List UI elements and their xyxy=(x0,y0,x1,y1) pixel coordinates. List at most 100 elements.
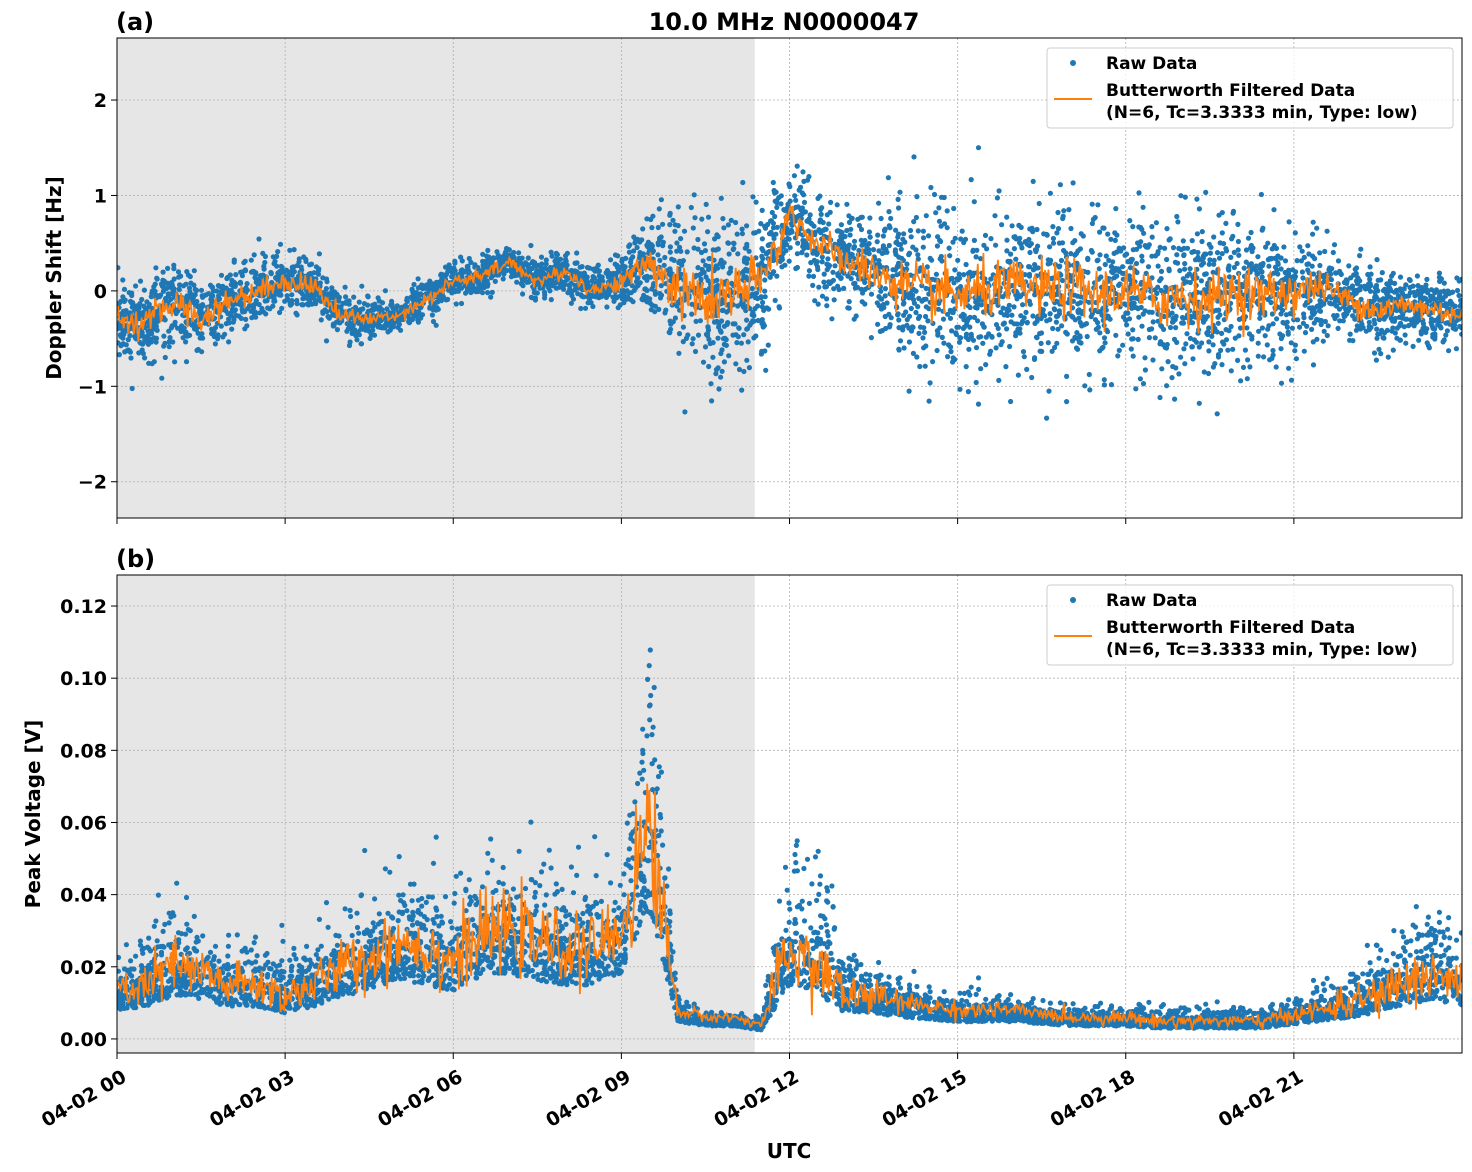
raw-data-point xyxy=(1141,230,1147,236)
raw-data-point xyxy=(172,319,178,325)
raw-data-point xyxy=(169,291,175,297)
raw-data-point xyxy=(161,286,167,292)
raw-data-point xyxy=(1034,226,1040,233)
raw-data-point xyxy=(1381,315,1387,321)
raw-data-point xyxy=(1131,300,1137,306)
raw-data-point xyxy=(313,264,319,270)
raw-data-point xyxy=(488,294,494,300)
raw-data-point xyxy=(993,322,1000,328)
raw-data-point xyxy=(948,349,954,355)
raw-data-point xyxy=(198,287,205,293)
raw-data-point xyxy=(1082,383,1088,389)
raw-data-point xyxy=(631,287,637,294)
raw-data-point xyxy=(879,250,885,256)
raw-data-point xyxy=(271,295,277,302)
raw-data-point xyxy=(761,323,768,329)
raw-data-point xyxy=(718,257,724,263)
raw-data-point xyxy=(1166,266,1172,272)
raw-data-point xyxy=(1050,235,1056,242)
raw-data-point xyxy=(868,335,875,341)
raw-data-point xyxy=(180,335,186,341)
raw-data-point xyxy=(736,366,743,373)
raw-data-point xyxy=(627,242,633,248)
raw-data-point xyxy=(1003,364,1009,370)
raw-data-point xyxy=(277,268,283,275)
raw-data-point xyxy=(670,217,676,223)
raw-data-point xyxy=(1335,258,1342,264)
raw-data-point xyxy=(1216,255,1223,261)
raw-data-point xyxy=(1380,335,1386,341)
raw-data-point xyxy=(212,325,219,331)
raw-data-point xyxy=(927,255,933,261)
raw-data-point xyxy=(1310,271,1317,277)
raw-data-point xyxy=(1211,234,1217,240)
raw-data-point xyxy=(744,241,750,247)
raw-data-point xyxy=(725,222,732,228)
raw-data-point xyxy=(823,284,830,290)
raw-data-point xyxy=(1017,330,1023,336)
raw-data-point xyxy=(888,215,894,222)
raw-data-point xyxy=(1059,240,1066,246)
raw-data-point xyxy=(1374,335,1380,341)
raw-data-point xyxy=(449,266,455,272)
raw-data-point xyxy=(772,190,778,196)
raw-data-point xyxy=(202,292,208,298)
raw-data-point xyxy=(1157,278,1163,284)
raw-data-point xyxy=(1297,324,1303,330)
raw-data-point xyxy=(272,258,278,264)
raw-data-point xyxy=(1390,347,1396,353)
raw-data-point xyxy=(968,331,974,337)
raw-data-point xyxy=(1196,206,1202,212)
raw-data-point xyxy=(200,335,206,341)
raw-data-point xyxy=(489,289,495,295)
raw-data-point xyxy=(1004,248,1010,254)
raw-data-point xyxy=(640,226,646,232)
raw-data-point xyxy=(1076,339,1082,345)
raw-data-point xyxy=(278,263,284,269)
raw-data-point xyxy=(238,315,244,321)
raw-data-point xyxy=(540,266,546,272)
raw-data-point xyxy=(1139,253,1145,259)
raw-data-point xyxy=(1424,276,1430,282)
raw-data-point xyxy=(129,385,135,392)
raw-data-point xyxy=(983,362,989,368)
raw-data-point xyxy=(1133,260,1140,267)
raw-data-point xyxy=(1180,276,1186,282)
raw-data-point xyxy=(1367,276,1373,282)
raw-data-point xyxy=(1221,241,1227,247)
raw-data-point xyxy=(1009,312,1015,318)
raw-data-point xyxy=(1385,354,1391,360)
raw-data-point xyxy=(439,272,445,278)
raw-data-point xyxy=(967,269,973,275)
raw-data-point xyxy=(655,224,661,231)
raw-data-point xyxy=(1055,226,1062,232)
raw-data-point xyxy=(760,256,766,262)
raw-data-point xyxy=(1101,335,1108,341)
raw-data-point xyxy=(1317,262,1323,269)
raw-data-point xyxy=(449,289,455,295)
y-tick-label: 2 xyxy=(94,90,107,112)
raw-data-point xyxy=(177,282,183,288)
raw-data-point xyxy=(492,278,498,284)
raw-data-point xyxy=(926,291,932,297)
raw-data-point xyxy=(1100,225,1106,231)
raw-data-point xyxy=(1229,236,1235,242)
raw-data-point xyxy=(365,293,371,299)
raw-data-point xyxy=(789,229,795,235)
raw-data-point xyxy=(1069,338,1076,344)
raw-data-point xyxy=(961,272,967,278)
raw-data-point xyxy=(1127,218,1133,224)
raw-data-point xyxy=(162,317,168,323)
raw-data-point xyxy=(311,270,317,276)
raw-data-point xyxy=(914,194,920,200)
raw-data-point xyxy=(799,250,805,256)
raw-data-point xyxy=(809,221,815,227)
raw-data-point xyxy=(792,193,798,199)
raw-data-point xyxy=(1314,336,1320,342)
raw-data-point xyxy=(1210,342,1216,348)
raw-data-point xyxy=(836,286,842,293)
raw-data-point xyxy=(831,286,837,292)
raw-data-point xyxy=(577,264,583,270)
raw-data-point xyxy=(745,339,751,345)
